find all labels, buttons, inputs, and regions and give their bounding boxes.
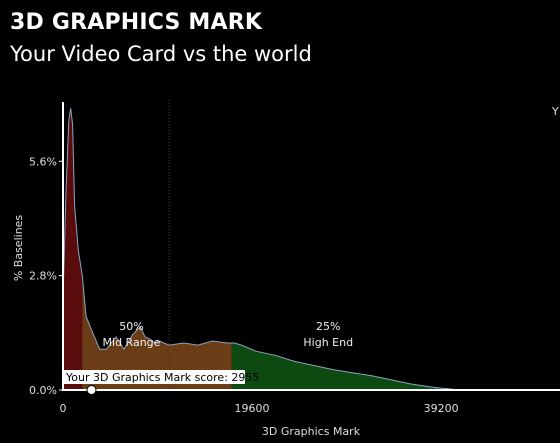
y-tick-label: 2.8% xyxy=(29,270,57,283)
x-tick-label: 0 xyxy=(60,402,67,415)
y-tick-label: 5.6% xyxy=(29,155,57,168)
score-callout-text: Your 3D Graphics Mark score: 2955 xyxy=(65,371,259,384)
x-tick-label: 19600 xyxy=(235,402,270,415)
chart-subtitle: Your Video Card vs the world xyxy=(10,42,312,66)
chart-title: 3D GRAPHICS MARK xyxy=(10,10,263,35)
distribution-line xyxy=(62,108,459,391)
y-axis-label: % Baselines xyxy=(12,215,25,282)
segment-percent-high: 25% xyxy=(316,320,340,333)
segment-area-mid xyxy=(82,275,232,390)
x-axis-label: 3D Graphics Mark xyxy=(262,425,361,438)
y-tick-label: 0.0% xyxy=(29,384,57,397)
segment-label-mid: Mid Range xyxy=(103,336,161,349)
segment-area-low xyxy=(63,108,83,390)
segment-percent-mid: 50% xyxy=(119,320,143,333)
segment-label-high: High End xyxy=(303,336,353,349)
segment-area-high xyxy=(231,343,459,390)
your-score-marker[interactable] xyxy=(86,385,97,395)
score-callout-box xyxy=(63,370,245,384)
clipped-legend-label: Y xyxy=(552,105,559,118)
x-tick-label: 39200 xyxy=(424,402,459,415)
